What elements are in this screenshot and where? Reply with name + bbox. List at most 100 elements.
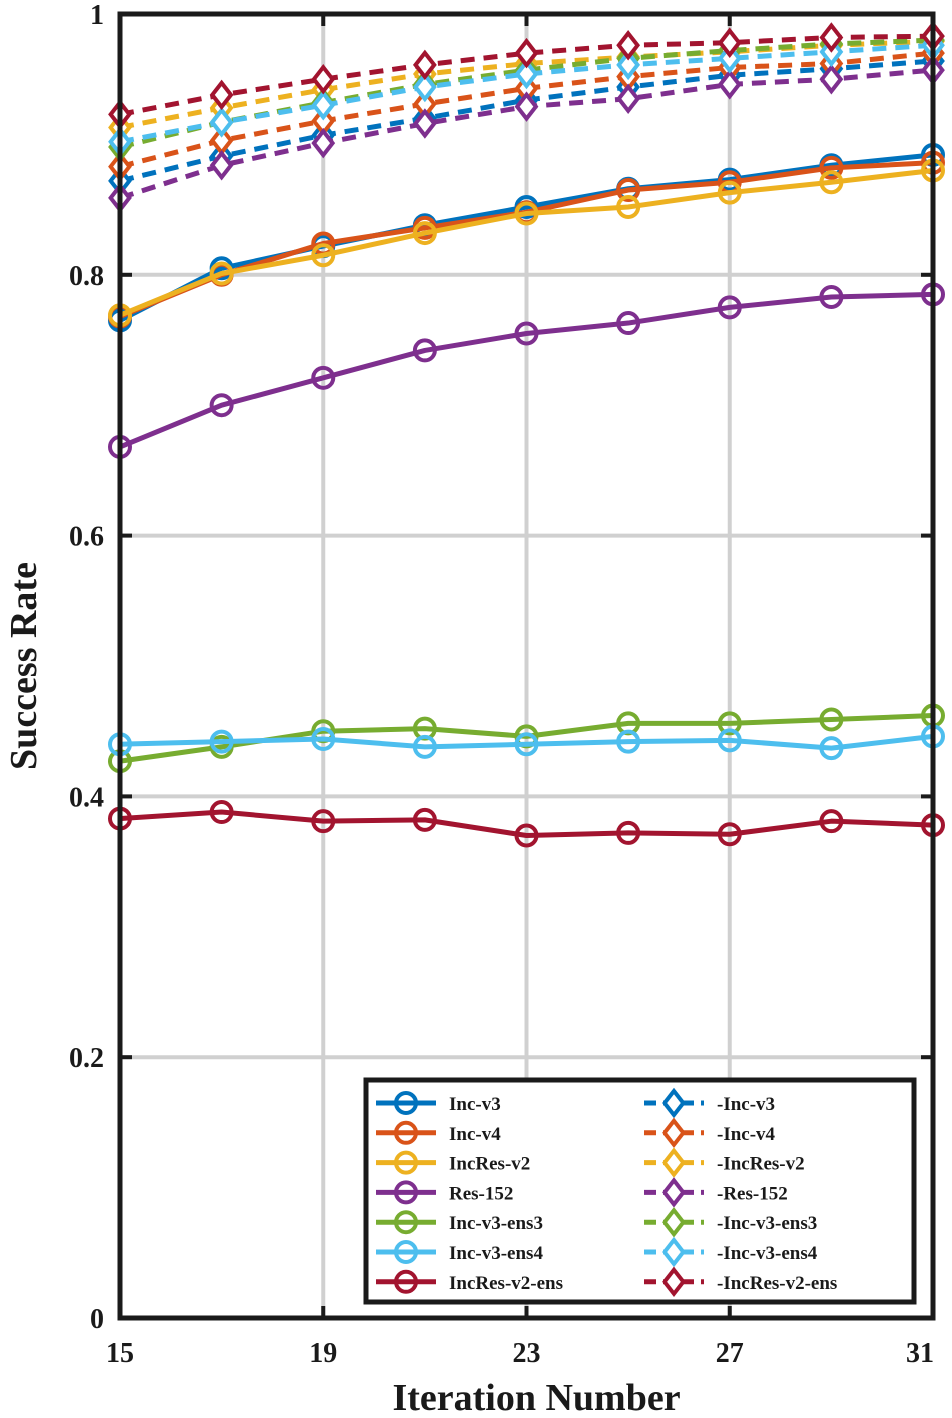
legend-item: Inc-v3-ens4 (376, 1240, 543, 1264)
legend-label: Res-152 (449, 1183, 513, 1204)
y-axis-title: Success Rate (3, 562, 45, 770)
data-point (514, 58, 539, 90)
data-point (819, 22, 844, 53)
legend-marker (394, 1210, 418, 1235)
data-point (819, 63, 844, 95)
legend-label: Inc-v4 (449, 1124, 501, 1145)
legend: Inc-v3 Inc-v4 IncRes-v2 Res-152 Inc-v3-ens3 I… (363, 1077, 917, 1305)
data-point (819, 284, 844, 309)
y-tick-label: 1 (90, 0, 104, 31)
data-point (311, 243, 336, 268)
series-line (119, 291, 934, 450)
x-tick-label: 19 (309, 1338, 337, 1369)
x-axis-title: Iteration Number (392, 1377, 680, 1418)
data-point (616, 49, 641, 81)
legend-label: -Inc-v3-ens4 (717, 1243, 818, 1264)
data-point (819, 155, 844, 180)
data-point (311, 63, 336, 95)
data-point (616, 178, 641, 203)
legend-item: -Res-152 (644, 1177, 788, 1208)
data-point (311, 127, 336, 159)
data-point (616, 729, 641, 754)
legend-label: Inc-v3-ens4 (449, 1243, 543, 1264)
legend-item: -Inc-v3-ens4 (644, 1236, 818, 1268)
data-point (717, 711, 742, 736)
legend-marker (662, 1177, 686, 1208)
legend-label: IncRes-v2-ens (449, 1273, 563, 1294)
x-tick-label: 23 (513, 1338, 541, 1369)
legend-item: Inc-v3-ens3 (376, 1210, 543, 1235)
legend-item: -Inc-v3-ens3 (644, 1206, 817, 1238)
data-point (514, 321, 539, 346)
data-point (717, 180, 742, 205)
legend-item: Res-152 (376, 1180, 513, 1205)
data-point (412, 221, 437, 246)
data-point (514, 201, 539, 226)
x-tick-label: 31 (906, 1338, 934, 1369)
legend-marker (662, 1117, 686, 1149)
legend-item: -Inc-v4 (644, 1117, 776, 1149)
legend-marker (662, 1147, 686, 1178)
data-point (819, 170, 844, 195)
legend-item: -IncRes-v2-ens (644, 1266, 837, 1298)
legend-label: -Res-152 (717, 1183, 788, 1204)
data-point (819, 707, 844, 732)
series-line (119, 37, 934, 150)
legend-item: Inc-v4 (376, 1120, 501, 1145)
legend-box (363, 1077, 917, 1305)
data-point (412, 807, 437, 832)
data-point (311, 809, 336, 834)
legend-marker (394, 1180, 418, 1205)
series-line (118, 152, 934, 323)
series-ours-res-152 (108, 54, 945, 214)
legend-label: Inc-v3 (449, 1094, 501, 1115)
series-line (119, 809, 934, 839)
series-incres-v2 (108, 158, 945, 328)
data-point (514, 732, 539, 757)
data-point (412, 71, 437, 103)
data-point (819, 736, 844, 761)
legend-marker (662, 1266, 686, 1298)
data-point (717, 43, 742, 74)
legend-marker (662, 1206, 686, 1238)
legend-label: IncRes-v2 (449, 1154, 530, 1175)
y-tick-label: 0.2 (69, 1043, 104, 1074)
data-point (514, 823, 539, 848)
legend-item: -Inc-v3 (644, 1087, 775, 1119)
data-point (717, 728, 742, 753)
data-point (717, 27, 742, 58)
data-point (514, 37, 539, 69)
y-tick-label: 0.8 (69, 261, 104, 292)
data-point (717, 69, 742, 100)
legend-marker (662, 1236, 686, 1268)
legend-marker (394, 1240, 418, 1264)
data-point (717, 822, 742, 847)
data-point (412, 734, 437, 759)
data-point (616, 194, 641, 219)
data-point (616, 311, 641, 336)
axis-ticks: 0 0.2 0.4 0.6 0.8 1 15 19 23 27 31 (69, 0, 935, 1369)
data-point (514, 91, 539, 122)
legend-label: -IncRes-v2 (717, 1154, 805, 1175)
legend-item: -IncRes-v2 (644, 1147, 805, 1178)
data-point (412, 108, 437, 139)
legend-item: IncRes-v2-ens (376, 1269, 563, 1294)
data-point (311, 727, 336, 752)
y-tick-label: 0 (90, 1304, 104, 1335)
legend-label: Inc-v3-ens3 (449, 1213, 543, 1234)
data-point (616, 820, 641, 845)
legend-label: -Inc-v4 (717, 1124, 776, 1145)
x-tick-label: 27 (716, 1338, 744, 1369)
data-point (209, 150, 234, 181)
data-point (616, 30, 641, 61)
data-point (717, 295, 742, 320)
legend-label: -Inc-v3-ens3 (717, 1213, 817, 1234)
data-point (209, 106, 234, 138)
data-point (311, 365, 336, 390)
data-point (209, 800, 234, 825)
y-tick-label: 0.4 (69, 782, 104, 813)
series-line (119, 167, 934, 318)
legend-marker (394, 1150, 418, 1175)
